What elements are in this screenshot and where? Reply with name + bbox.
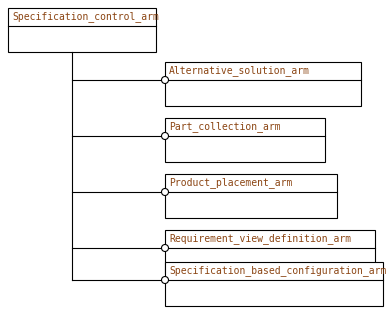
Text: Product_placement_arm: Product_placement_arm	[169, 178, 292, 188]
Bar	[165, 118, 325, 162]
Bar	[165, 262, 383, 306]
Bar	[165, 174, 337, 218]
Text: Specification_control_arm: Specification_control_arm	[12, 12, 159, 22]
Circle shape	[161, 76, 169, 84]
Text: Part_collection_arm: Part_collection_arm	[169, 122, 281, 132]
Text: Alternative_solution_arm: Alternative_solution_arm	[169, 66, 310, 76]
Bar	[8, 8, 156, 52]
Circle shape	[161, 132, 169, 140]
Text: Specification_based_configuration_arm: Specification_based_configuration_arm	[169, 266, 386, 276]
Text: Requirement_view_definition_arm: Requirement_view_definition_arm	[169, 234, 351, 244]
Circle shape	[161, 276, 169, 284]
Circle shape	[161, 244, 169, 252]
Bar	[165, 62, 361, 106]
Bar	[165, 230, 375, 274]
Circle shape	[161, 188, 169, 196]
